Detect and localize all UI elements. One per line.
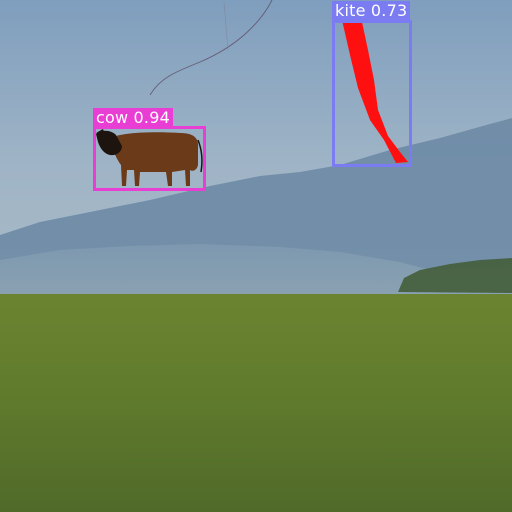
kite-string-2	[223, 1, 229, 51]
near-hills	[0, 244, 512, 300]
kite-string	[149, 0, 273, 96]
detection-box-cow	[93, 126, 206, 191]
tree-line	[398, 258, 512, 293]
detection-label-cow: cow 0.94	[93, 108, 173, 128]
cow-figure	[96, 129, 203, 186]
detection-label-kite: kite 0.73	[332, 1, 411, 21]
detection-box-kite	[332, 20, 412, 167]
grass-field	[0, 294, 512, 512]
kite-tail	[342, 20, 408, 163]
